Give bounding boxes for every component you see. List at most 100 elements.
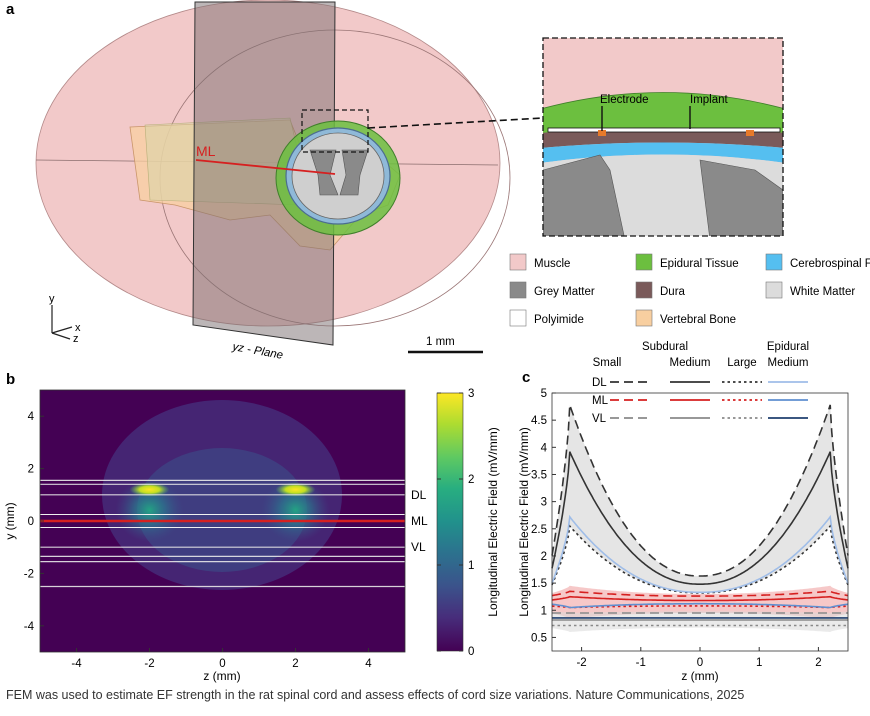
series-line <box>551 514 849 594</box>
range-band <box>552 404 848 593</box>
line-chart-ylabel: Longitudinal Electric Field (mV/mm) <box>517 427 531 616</box>
line-chart-ytick-label: 2.5 <box>531 524 547 536</box>
yz-plane-label: yz - Plane <box>230 341 283 362</box>
axis-y-label: y <box>49 293 55 305</box>
colorbar-tick-label: 3 <box>468 388 474 400</box>
line-chart-xtick-label: -1 <box>636 657 646 669</box>
legend-column-header: Medium <box>768 357 809 369</box>
heatmap-glow-left <box>115 478 184 542</box>
heatmap-line-labels: DL ML VL <box>411 488 428 554</box>
legend-label: Polyimide <box>534 314 584 326</box>
ml-label: ML <box>196 143 216 159</box>
tissue-legend: Muscle Epidural Tissue Cerebrospinal Fluid… <box>509 253 870 327</box>
line-chart-ytick-label: 2 <box>541 551 547 563</box>
legend-group-epidural: Epidural <box>767 341 809 353</box>
line-chart-plot <box>551 404 849 632</box>
zoom-connector <box>367 117 544 129</box>
legend-column-header: Medium <box>670 357 711 369</box>
legend-row-label: VL <box>592 413 607 425</box>
legend-swatch <box>635 253 653 271</box>
inset-implant <box>547 127 781 133</box>
colorbar <box>436 392 464 652</box>
legend-row-label: ML <box>592 395 609 407</box>
line-chart-ytick-label: 1 <box>541 605 547 617</box>
legend-label: Vertebral Bone <box>660 314 736 326</box>
inset-epidural <box>543 92 783 136</box>
heatmap-ytick-label: -4 <box>24 621 35 633</box>
inset-grey-right <box>699 159 783 236</box>
heatmap-hotspot-right <box>275 482 316 497</box>
inset-zoom: Electrode Implant <box>542 37 784 237</box>
line-chart-xtick-label: 2 <box>815 657 821 669</box>
line-chart-ytick-label: 4 <box>541 442 548 454</box>
series-line <box>551 595 849 602</box>
legend-swatch <box>765 253 783 271</box>
legend-label: White Matter <box>790 286 855 298</box>
series-line <box>551 602 849 609</box>
colorbar-ticks: 3 2 1 0 <box>437 388 474 658</box>
legend-swatch <box>509 281 527 299</box>
legend-swatch <box>509 309 527 327</box>
series-line <box>551 590 849 597</box>
heatmap-xlabel: z (mm) <box>203 669 240 683</box>
heatmap-axes: -4 -2 0 2 4 4 2 0 -2 -4 <box>24 411 373 670</box>
line-chart-legend: Subdural Epidural Small Medium Large Medium DL… <box>592 341 809 425</box>
colorbar-tick-label: 2 <box>468 474 474 486</box>
heatmap-ytick-label: 2 <box>28 464 34 476</box>
yz-plane <box>192 1 336 346</box>
line-chart-ytick-label: 1.5 <box>531 578 547 590</box>
colorbar-label: Longitudinal Electric Field (mV/mm) <box>486 427 500 616</box>
heatmap-glow-right <box>261 478 330 542</box>
heatmap-xtick-label: 4 <box>365 658 372 670</box>
legend-label: Epidural Tissue <box>660 258 739 270</box>
heatmap-boundary-lines <box>40 479 405 588</box>
heatmap-ytick-label: 4 <box>28 411 35 423</box>
panel-label-a: a <box>6 1 15 18</box>
heatmap-xtick-label: -4 <box>71 658 82 670</box>
panel-a: a yz - Plane ML y x z 1 mm <box>6 0 870 362</box>
legend-group-subdural: Subdural <box>642 341 688 353</box>
axis-z-label: z <box>73 333 79 345</box>
legend-label: Dura <box>660 286 686 298</box>
legend-swatch <box>765 281 783 299</box>
heatmap-xtick-label: 0 <box>219 658 225 670</box>
heatmap-image <box>40 390 405 652</box>
axis-x-label: x <box>75 322 81 334</box>
legend-column-header: Large <box>727 357 756 369</box>
line-chart-axes: -2 -1 0 1 2 0.5 1 1.5 2 2.5 3 3.5 4 4.5 5 <box>531 388 822 669</box>
scale-label: 1 mm <box>426 336 455 348</box>
line-chart-xtick-label: 1 <box>756 657 762 669</box>
line-chart-ytick-label: 0.5 <box>531 632 547 644</box>
series-line <box>551 404 849 577</box>
heatmap-ytick-label: -2 <box>24 568 34 580</box>
heatmap-xtick-label: -2 <box>144 658 154 670</box>
line-label-ml: ML <box>411 514 428 528</box>
figure-caption: FEM was used to estimate EF strength in … <box>6 688 745 702</box>
panel-c: c Subdural Epidural Small Medium Large Medium… <box>517 341 849 683</box>
line-chart-ytick-label: 4.5 <box>531 415 547 427</box>
series-line <box>551 451 849 586</box>
heatmap-xtick-label: 2 <box>292 658 298 670</box>
line-chart-ytick-label: 3.5 <box>531 469 547 481</box>
heatmap-ylabel: y (mm) <box>3 502 17 539</box>
zoom-box <box>301 109 369 153</box>
line-chart-ytick-label: 3 <box>541 497 547 509</box>
cord-section <box>291 132 385 220</box>
inset-csf <box>543 142 783 163</box>
axes-triad: y x z <box>49 293 81 345</box>
line-chart-xlabel: z (mm) <box>681 669 718 683</box>
panel-b: b -4 -2 0 2 4 4 2 0 -2 -4 z (mm) y (mm) DL ML VL 3 2… <box>3 371 500 683</box>
legend-label: Muscle <box>534 258 570 270</box>
inset-implant-label: Implant <box>690 94 729 106</box>
line-chart-ytick-label: 5 <box>541 388 547 400</box>
legend-label: Cerebrospinal Fluid <box>790 258 870 270</box>
legend-swatch <box>509 253 527 271</box>
line-label-vl: VL <box>411 540 426 554</box>
legend-swatch <box>635 309 653 327</box>
series-line <box>551 524 849 594</box>
colorbar-tick-label: 1 <box>468 560 474 572</box>
panel-label-c: c <box>522 369 530 386</box>
panel-label-b: b <box>6 371 15 388</box>
inset-frame <box>542 37 784 237</box>
